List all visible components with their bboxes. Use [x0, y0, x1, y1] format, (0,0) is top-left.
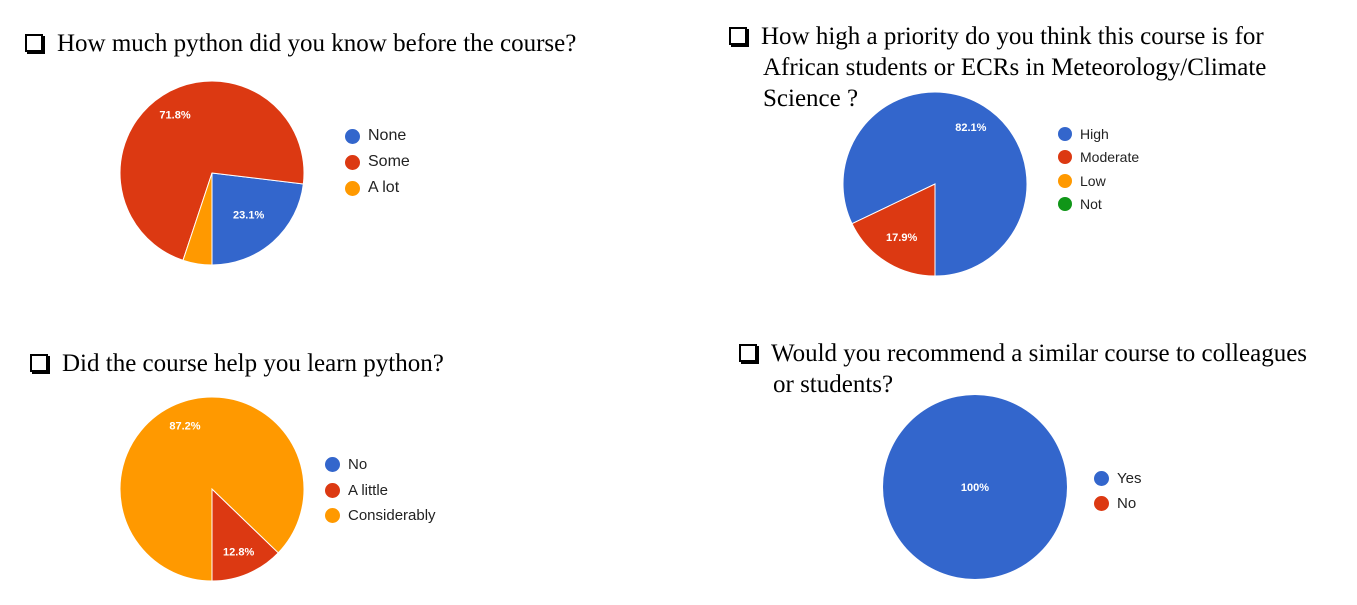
- pie-chart: 100%: [883, 395, 1067, 579]
- legend-swatch-icon: [325, 457, 340, 473]
- legend-label: No: [1117, 495, 1137, 512]
- pie-slice-moderate: [851, 183, 936, 277]
- chart-legend: No A little Considerably: [325, 452, 436, 529]
- pie-slice-label: 71.8%: [159, 110, 190, 122]
- legend-swatch-icon: [1058, 150, 1072, 165]
- legend-swatch-icon: [345, 180, 360, 196]
- legend-label: Some: [368, 153, 410, 170]
- legend-label: Moderate: [1080, 149, 1140, 166]
- legend-item-considerably: Considerably: [325, 503, 436, 529]
- pie-chart: 12.8% 87.2%: [119, 396, 305, 582]
- question-title: Did the course help you learn python?: [30, 348, 444, 379]
- legend-swatch-icon: [1094, 471, 1109, 486]
- legend-label: A lot: [368, 179, 400, 196]
- legend-swatch-icon: [1058, 173, 1072, 188]
- legend-swatch-icon: [325, 482, 340, 498]
- pie-slice-yes: [883, 395, 1067, 579]
- legend-item-moderate: Moderate: [1058, 146, 1139, 170]
- legend-label: High: [1080, 125, 1109, 142]
- legend-label: None: [368, 127, 407, 144]
- legend-swatch-icon: [1094, 496, 1109, 511]
- legend-item-high: High: [1058, 122, 1139, 146]
- legend-item-no: No: [325, 452, 436, 478]
- pie-chart: 23.1% 71.8%: [119, 80, 305, 266]
- legend-label: Considerably: [348, 507, 436, 525]
- pie-slice-high: [842, 91, 1028, 277]
- legend-item-not: Not: [1058, 193, 1139, 217]
- pie-slice-considerably: [119, 396, 305, 582]
- legend-item-a-lot: A lot: [345, 175, 410, 201]
- legend-label: No: [348, 456, 368, 474]
- checkbox-bullet-icon: [739, 343, 757, 362]
- legend-label: Low: [1080, 172, 1106, 189]
- legend-label: A little: [348, 481, 389, 499]
- legend-item-low: Low: [1058, 169, 1139, 193]
- legend-item-a-little: A little: [325, 478, 436, 504]
- pie-slice-label: 82.1%: [955, 122, 986, 134]
- legend-label: Not: [1080, 196, 1102, 213]
- legend-item-none: None: [345, 123, 410, 149]
- legend-swatch-icon: [345, 128, 360, 144]
- question-title: How high a priority do you think this co…: [729, 21, 1266, 114]
- legend-swatch-icon: [345, 154, 360, 170]
- legend-item-yes: Yes: [1094, 466, 1141, 491]
- checkbox-bullet-icon: [729, 26, 747, 45]
- pie-slice-label: 12.8%: [223, 547, 254, 559]
- pie-slice-label: 17.9%: [886, 232, 917, 244]
- question-title: How much python did you know before the …: [25, 28, 576, 59]
- pie-slice-a-lot: [182, 172, 213, 266]
- pie-slice-none: [211, 172, 304, 266]
- pie-slice-some: [119, 80, 305, 261]
- checkbox-bullet-icon: [25, 33, 43, 52]
- checkbox-bullet-icon: [30, 353, 48, 372]
- legend-swatch-icon: [1058, 126, 1072, 141]
- chart-legend: Yes No: [1094, 466, 1141, 516]
- legend-label: Yes: [1117, 470, 1142, 487]
- legend-swatch-icon: [325, 508, 340, 524]
- legend-swatch-icon: [1058, 197, 1072, 212]
- pie-slice-label: 100%: [961, 482, 989, 494]
- chart-legend: High Moderate Low Not: [1058, 122, 1139, 216]
- pie-slice-a-little: [211, 487, 279, 582]
- legend-item-some: Some: [345, 149, 410, 175]
- legend-item-no: No: [1094, 491, 1141, 516]
- pie-slice-label: 87.2%: [169, 421, 200, 433]
- pie-slice-label: 23.1%: [233, 209, 264, 221]
- question-title: Would you recommend a similar course to …: [739, 338, 1307, 400]
- pie-chart: 82.1% 17.9%: [842, 91, 1028, 277]
- chart-legend: None Some A lot: [345, 123, 410, 201]
